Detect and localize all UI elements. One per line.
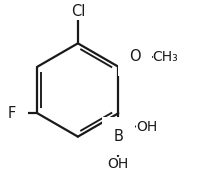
- Text: O: O: [129, 49, 141, 64]
- Text: OH: OH: [136, 119, 157, 134]
- Text: OH: OH: [108, 157, 129, 171]
- Text: Cl: Cl: [71, 4, 85, 19]
- Text: F: F: [8, 106, 16, 121]
- Text: B: B: [113, 129, 123, 144]
- Text: CH₃: CH₃: [153, 50, 178, 64]
